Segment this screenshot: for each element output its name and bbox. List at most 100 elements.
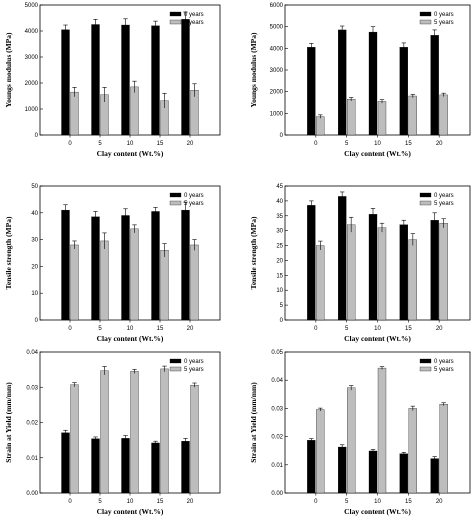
x-tick-label: 15 (405, 326, 412, 332)
bar-series-5 (316, 409, 325, 494)
bar-series-5 (190, 384, 199, 494)
x-tick-label: 20 (187, 141, 194, 147)
bar-series-0 (61, 29, 70, 136)
x-axis-label: Clay content (Wt.%) (97, 334, 164, 343)
legend-label: 5 years (184, 20, 204, 26)
legend-swatch (169, 366, 182, 372)
legend-swatch (169, 192, 182, 198)
bar-series-0 (307, 440, 316, 494)
x-tick-label: 10 (127, 141, 134, 147)
y-tick-label: 0.00 (26, 491, 38, 497)
legend-swatch (169, 358, 182, 364)
y-tick-label: 5 (280, 303, 284, 309)
bar-series-5 (70, 91, 79, 136)
bar-series-0 (121, 24, 130, 136)
legend-swatch (419, 200, 432, 206)
y-tick-label: 3000 (25, 55, 39, 61)
x-axis-label: Clay content (Wt.%) (344, 507, 411, 516)
y-tick-label: 45 (276, 184, 283, 190)
y-tick-label: 20 (276, 258, 283, 264)
y-tick-label: 30 (31, 238, 38, 244)
y-tick-label: 3000 (270, 68, 284, 74)
bar-series-0 (151, 211, 160, 321)
y-tick-label: 0.02 (26, 421, 38, 427)
bar-series-0 (430, 220, 439, 321)
bar-series-5 (377, 367, 387, 494)
x-tick-label: 10 (374, 141, 381, 147)
bar-series-0 (430, 35, 439, 136)
y-tick-label: 5000 (25, 3, 39, 9)
bar-series-0 (181, 19, 190, 136)
bar-series-5 (377, 101, 387, 136)
y-axis-label: Youngs modulus (MPa) (249, 32, 258, 108)
bar-series-5 (160, 250, 169, 321)
bar-series-0 (399, 47, 408, 136)
x-axis-label: Clay content (Wt.%) (344, 334, 411, 343)
bar-series-0 (338, 196, 347, 321)
y-axis-label: Strain at Yield (mm/mm) (249, 382, 258, 463)
bar-series-5 (316, 245, 325, 321)
legend-label: 0 years (184, 193, 204, 199)
bar-series-5 (130, 371, 139, 494)
bar-series-5 (100, 240, 109, 321)
legend-label: 0 years (434, 193, 454, 199)
bar-series-5 (377, 227, 387, 321)
x-tick-label: 15 (405, 499, 412, 505)
y-tick-label: 0.04 (271, 378, 283, 384)
bar-series-5 (347, 387, 356, 494)
legend-swatch (169, 200, 182, 206)
x-tick-label: 15 (405, 141, 412, 147)
y-tick-label: 50 (31, 184, 38, 190)
legend-label: 5 years (434, 201, 454, 207)
x-tick-label: 5 (345, 141, 349, 147)
x-tick-label: 5 (345, 499, 349, 505)
bar-series-0 (338, 29, 347, 136)
x-tick-label: 0 (68, 499, 72, 505)
x-axis-label: Clay content (Wt.%) (344, 149, 411, 158)
bar-series-0 (151, 25, 160, 136)
y-tick-label: 1000 (270, 111, 284, 117)
bar-series-5 (408, 239, 417, 321)
y-tick-label: 25 (276, 244, 283, 250)
bar-series-5 (130, 228, 139, 321)
y-tick-label: 40 (31, 211, 38, 217)
chart-panel-6: 0.00 0.01 0.02 0.03 0.04 0.05 0 5 10 15 20 0 years 5… (249, 350, 471, 516)
x-tick-label: 5 (98, 141, 102, 147)
y-tick-label: 0.01 (271, 463, 283, 469)
y-tick-label: 0.01 (26, 456, 38, 462)
bar-series-5 (439, 223, 448, 321)
legend-label: 0 years (434, 359, 454, 365)
bar-series-0 (91, 438, 100, 494)
bar-series-0 (368, 450, 378, 494)
chart-panel-1: 0 1000 2000 3000 4000 5000 0 5 10 15 20 0 years 5 ye… (4, 3, 221, 158)
y-axis-label: Youngs modulus (MPa) (4, 32, 13, 108)
x-tick-label: 10 (374, 326, 381, 332)
chart-panel-5: 0.00 0.01 0.02 0.03 0.04 0 5 10 15 20 0 years 5 yea… (4, 350, 221, 516)
y-tick-label: 40 (276, 199, 283, 205)
bar-series-5 (347, 224, 356, 321)
bar-series-5 (70, 244, 79, 321)
y-tick-label: 35 (276, 214, 283, 220)
x-axis-label: Clay content (Wt.%) (97, 507, 164, 516)
y-tick-label: 4000 (270, 46, 284, 52)
bar-series-5 (160, 368, 169, 494)
x-tick-label: 5 (98, 326, 102, 332)
legend-swatch (419, 192, 432, 198)
bar-series-0 (151, 442, 160, 494)
bar-series-0 (307, 205, 316, 321)
bar-series-0 (338, 446, 347, 494)
bar-series-0 (91, 216, 100, 321)
y-tick-label: 20 (31, 264, 38, 270)
y-tick-label: 0.03 (26, 385, 38, 391)
bar-series-0 (368, 214, 378, 321)
y-tick-label: 2000 (25, 81, 39, 87)
y-tick-label: 0.04 (26, 350, 38, 356)
bar-series-5 (408, 95, 417, 136)
y-tick-label: 0.03 (271, 406, 283, 412)
bar-series-5 (190, 244, 199, 321)
legend-swatch (169, 11, 182, 17)
y-tick-label: 10 (31, 291, 38, 297)
x-tick-label: 5 (345, 326, 349, 332)
x-tick-label: 15 (157, 141, 164, 147)
y-tick-label: 0 (280, 133, 284, 139)
